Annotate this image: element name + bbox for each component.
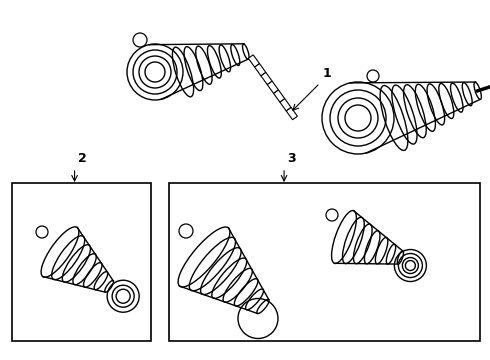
Polygon shape xyxy=(255,64,266,76)
Bar xyxy=(169,183,480,341)
Polygon shape xyxy=(248,55,260,67)
Polygon shape xyxy=(273,90,285,102)
Text: 2: 2 xyxy=(77,152,86,165)
Text: 1: 1 xyxy=(323,67,332,80)
Polygon shape xyxy=(286,108,297,120)
Polygon shape xyxy=(267,81,278,94)
Text: 3: 3 xyxy=(287,152,295,165)
Polygon shape xyxy=(280,99,291,111)
Polygon shape xyxy=(261,72,272,85)
Bar xyxy=(12,183,151,341)
